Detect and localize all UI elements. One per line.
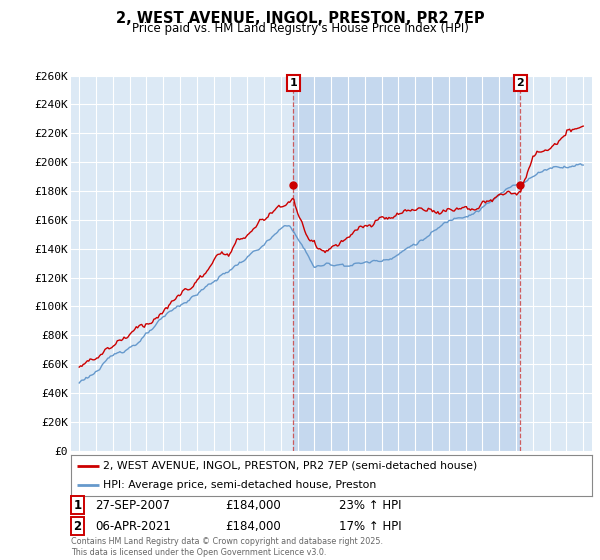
- Text: 2: 2: [73, 520, 82, 533]
- Text: 17% ↑ HPI: 17% ↑ HPI: [339, 520, 401, 533]
- Text: 1: 1: [289, 78, 297, 88]
- Text: 23% ↑ HPI: 23% ↑ HPI: [339, 498, 401, 512]
- Text: 2: 2: [517, 78, 524, 88]
- Text: £184,000: £184,000: [225, 498, 281, 512]
- Text: Contains HM Land Registry data © Crown copyright and database right 2025.
This d: Contains HM Land Registry data © Crown c…: [71, 537, 383, 557]
- Text: Price paid vs. HM Land Registry's House Price Index (HPI): Price paid vs. HM Land Registry's House …: [131, 22, 469, 35]
- Text: 1: 1: [73, 498, 82, 512]
- Text: £184,000: £184,000: [225, 520, 281, 533]
- Bar: [293, 76, 520, 451]
- Text: HPI: Average price, semi-detached house, Preston: HPI: Average price, semi-detached house,…: [103, 480, 376, 490]
- Text: 06-APR-2021: 06-APR-2021: [95, 520, 170, 533]
- Text: 2, WEST AVENUE, INGOL, PRESTON, PR2 7EP (semi-detached house): 2, WEST AVENUE, INGOL, PRESTON, PR2 7EP …: [103, 461, 478, 471]
- Text: 2, WEST AVENUE, INGOL, PRESTON, PR2 7EP: 2, WEST AVENUE, INGOL, PRESTON, PR2 7EP: [116, 11, 484, 26]
- Text: 27-SEP-2007: 27-SEP-2007: [95, 498, 170, 512]
